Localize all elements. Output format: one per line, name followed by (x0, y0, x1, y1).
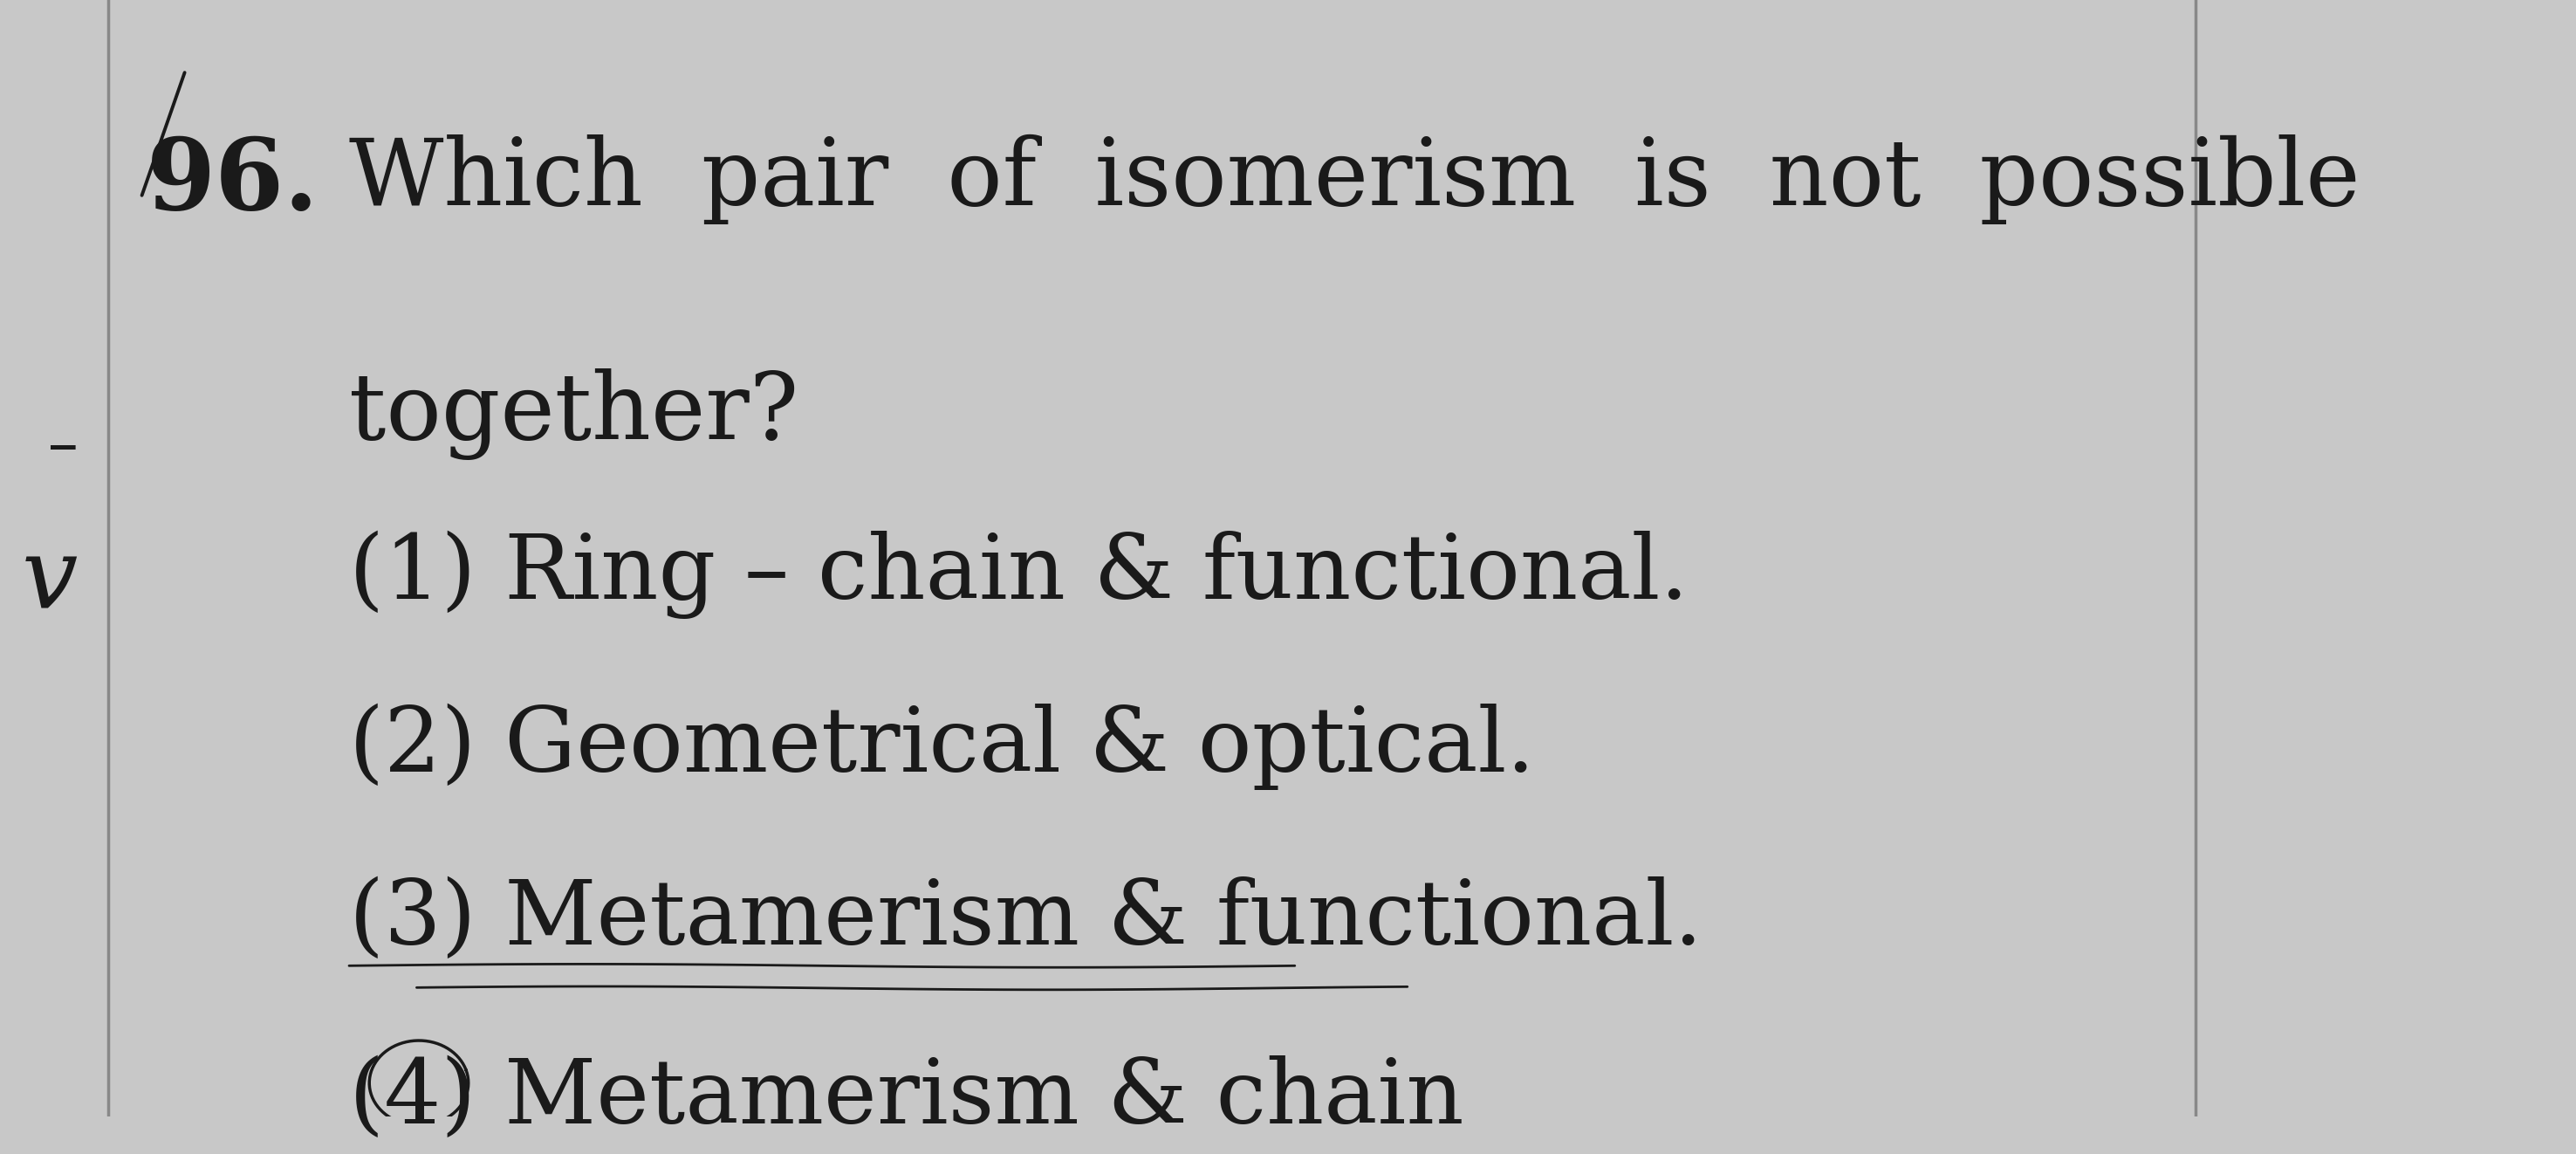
Text: together?: together? (348, 368, 799, 460)
Text: (2) Geometrical & optical.: (2) Geometrical & optical. (348, 704, 1535, 790)
Text: –: – (49, 418, 77, 475)
Text: (4) Metamerism & chain: (4) Metamerism & chain (348, 1055, 1463, 1141)
Text: Which  pair  of  isomerism  is  not  possible: Which pair of isomerism is not possible (348, 134, 2360, 224)
Text: 96.: 96. (147, 134, 319, 231)
Text: v: v (21, 532, 77, 629)
Text: (1) Ring – chain & functional.: (1) Ring – chain & functional. (348, 531, 1687, 619)
Text: (3) Metamerism & functional.: (3) Metamerism & functional. (348, 876, 1703, 962)
